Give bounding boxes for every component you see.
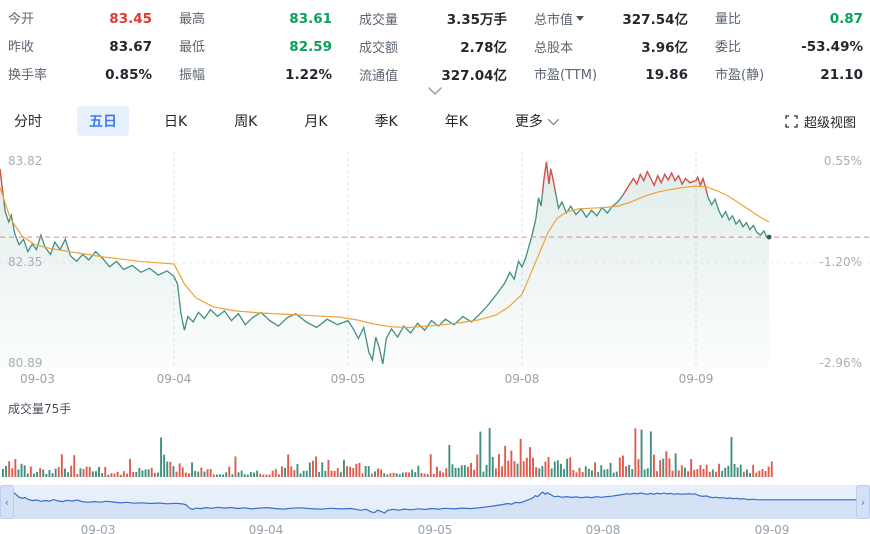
super-view-button[interactable]: 超级视图 — [785, 112, 856, 131]
stat-low: 最低 82.59 — [179, 36, 332, 56]
tab-yearly-k[interactable]: 年K — [433, 106, 480, 136]
stat-pe-static: 市盈(静) 21.10 — [715, 64, 863, 84]
stat-label: 成交量 — [359, 13, 399, 28]
nav-date-label: 09-09 — [754, 523, 790, 534]
tab-weekly-k[interactable]: 周K — [222, 106, 269, 136]
stat-label: 总股本 — [534, 41, 574, 56]
tab-label: 更多 — [514, 114, 543, 130]
stats-panel: 今开 83.45 最高 83.61 成交量 3.35万手 总市值 327.54亿… — [0, 0, 870, 84]
tab-more[interactable]: 更多 — [503, 106, 568, 136]
tab-daily-k[interactable]: 日K — [152, 106, 199, 136]
stat-prev-close: 昨收 83.67 — [8, 36, 152, 56]
nav-handle-left[interactable]: ‹ — [0, 485, 14, 519]
navigator-dates: 09-03 09-04 09-05 09-08 09-09 — [0, 519, 870, 534]
y-axis-label-right-bottom: -2.96% — [819, 356, 862, 370]
volume-chart[interactable] — [0, 417, 870, 479]
tab-label: 年K — [444, 114, 468, 130]
stat-value: 3.96亿 — [641, 40, 688, 56]
stat-pe-ttm: 市盈(TTM) 19.86 — [534, 64, 688, 84]
x-axis-label: 09-03 — [20, 372, 55, 386]
stat-turnover-rate: 换手率 0.85% — [8, 64, 152, 84]
nav-date-label: 09-05 — [417, 523, 453, 534]
stat-label: 总市值 — [534, 9, 585, 28]
stat-value: 83.67 — [109, 39, 152, 55]
stat-value: 83.61 — [289, 11, 332, 27]
volume-header: 成交量75手 — [0, 400, 870, 417]
fullscreen-corners-icon — [785, 114, 798, 128]
stat-label: 市盈(静) — [715, 68, 765, 83]
stat-label: 换手率 — [8, 68, 48, 83]
stat-volume-ratio: 量比 0.87 — [715, 8, 863, 28]
stat-bid-ratio: 委比 -53.49% — [715, 36, 863, 56]
nav-date-label: 09-03 — [80, 523, 116, 534]
stat-today-open: 今开 83.45 — [8, 8, 152, 28]
stat-market-cap[interactable]: 总市值 327.54亿 — [534, 8, 688, 28]
navigator-chart — [13, 491, 856, 519]
y-axis-label-left-bottom: 80.89 — [8, 356, 43, 370]
stat-label: 量比 — [715, 12, 742, 27]
stat-label: 委比 — [715, 40, 742, 55]
stat-value: 3.35万手 — [446, 12, 507, 28]
stat-label: 昨收 — [8, 40, 35, 55]
stat-value: 2.78亿 — [460, 40, 507, 56]
stat-value: 327.04亿 — [441, 68, 507, 84]
nav-date-label: 09-04 — [248, 523, 284, 534]
stat-value: 83.45 — [109, 11, 152, 27]
y-axis-label-left-top: 83.82 — [8, 154, 43, 168]
stat-value: 327.54亿 — [622, 12, 688, 28]
stat-value: 19.86 — [645, 67, 688, 83]
price-chart-area: 83.82 82.35 80.89 0.55% -1.20% -2.96% 09… — [0, 146, 870, 398]
stat-amplitude: 振幅 1.22% — [179, 64, 332, 84]
tab-minute[interactable]: 分时 — [2, 106, 54, 136]
stat-value: -53.49% — [801, 39, 863, 55]
tab-label: 日K — [164, 114, 188, 130]
stat-label: 成交额 — [359, 41, 399, 56]
chevron-left-icon: ‹ — [4, 495, 10, 509]
tab-label: 五日 — [89, 114, 117, 130]
stat-float-cap: 流通值 327.04亿 — [359, 64, 507, 84]
stat-label: 最高 — [179, 12, 206, 27]
stat-label: 振幅 — [179, 68, 206, 83]
stat-label: 市盈(TTM) — [534, 68, 598, 83]
stat-turnover-amount: 成交额 2.78亿 — [359, 36, 507, 56]
stat-volume: 成交量 3.35万手 — [359, 8, 507, 28]
volume-value: 75手 — [44, 402, 72, 416]
navigator[interactable]: ‹ › — [0, 485, 870, 519]
y-axis-label-right-top: 0.55% — [823, 154, 862, 168]
tab-label: 分时 — [14, 114, 42, 130]
tab-label: 季K — [374, 114, 398, 130]
stat-label: 最低 — [179, 40, 206, 55]
x-axis-label: 09-08 — [504, 372, 540, 386]
y-axis-label-right-mid: -1.20% — [819, 255, 862, 269]
nav-date-label: 09-08 — [585, 523, 621, 534]
stat-label: 流通值 — [359, 69, 399, 84]
dropdown-caret-icon[interactable] — [576, 16, 585, 21]
stat-high: 最高 83.61 — [179, 8, 332, 28]
tab-monthly-k[interactable]: 月K — [292, 106, 339, 136]
nav-handle-right[interactable]: › — [856, 485, 870, 519]
chevron-down-icon — [428, 87, 442, 95]
stat-value: 0.87 — [829, 11, 863, 27]
x-axis-label: 09-04 — [156, 372, 192, 386]
x-axis-label: 09-09 — [678, 372, 714, 386]
collapse-stats-button[interactable] — [0, 84, 870, 98]
stat-value: 21.10 — [820, 67, 863, 83]
stat-label: 今开 — [8, 12, 35, 27]
tab-bar: 分时 五日 日K 周K 月K 季K 年K 更多 超级视图 — [0, 106, 870, 136]
tab-five-day[interactable]: 五日 — [77, 106, 129, 136]
stat-value: 0.85% — [105, 67, 152, 83]
chevron-right-icon: › — [860, 495, 866, 509]
chevron-down-icon — [547, 113, 560, 126]
tab-label: 月K — [304, 114, 328, 130]
super-view-label: 超级视图 — [803, 115, 856, 131]
stat-value: 82.59 — [289, 39, 332, 55]
volume-label: 成交量 — [8, 402, 45, 416]
tab-quarterly-k[interactable]: 季K — [363, 106, 410, 136]
tab-label: 周K — [234, 114, 258, 130]
stat-value: 1.22% — [285, 67, 332, 83]
price-chart[interactable] — [0, 146, 870, 398]
x-axis-label: 09-05 — [330, 372, 366, 386]
y-axis-label-left-mid: 82.35 — [8, 255, 43, 269]
stat-total-shares: 总股本 3.96亿 — [534, 36, 688, 56]
